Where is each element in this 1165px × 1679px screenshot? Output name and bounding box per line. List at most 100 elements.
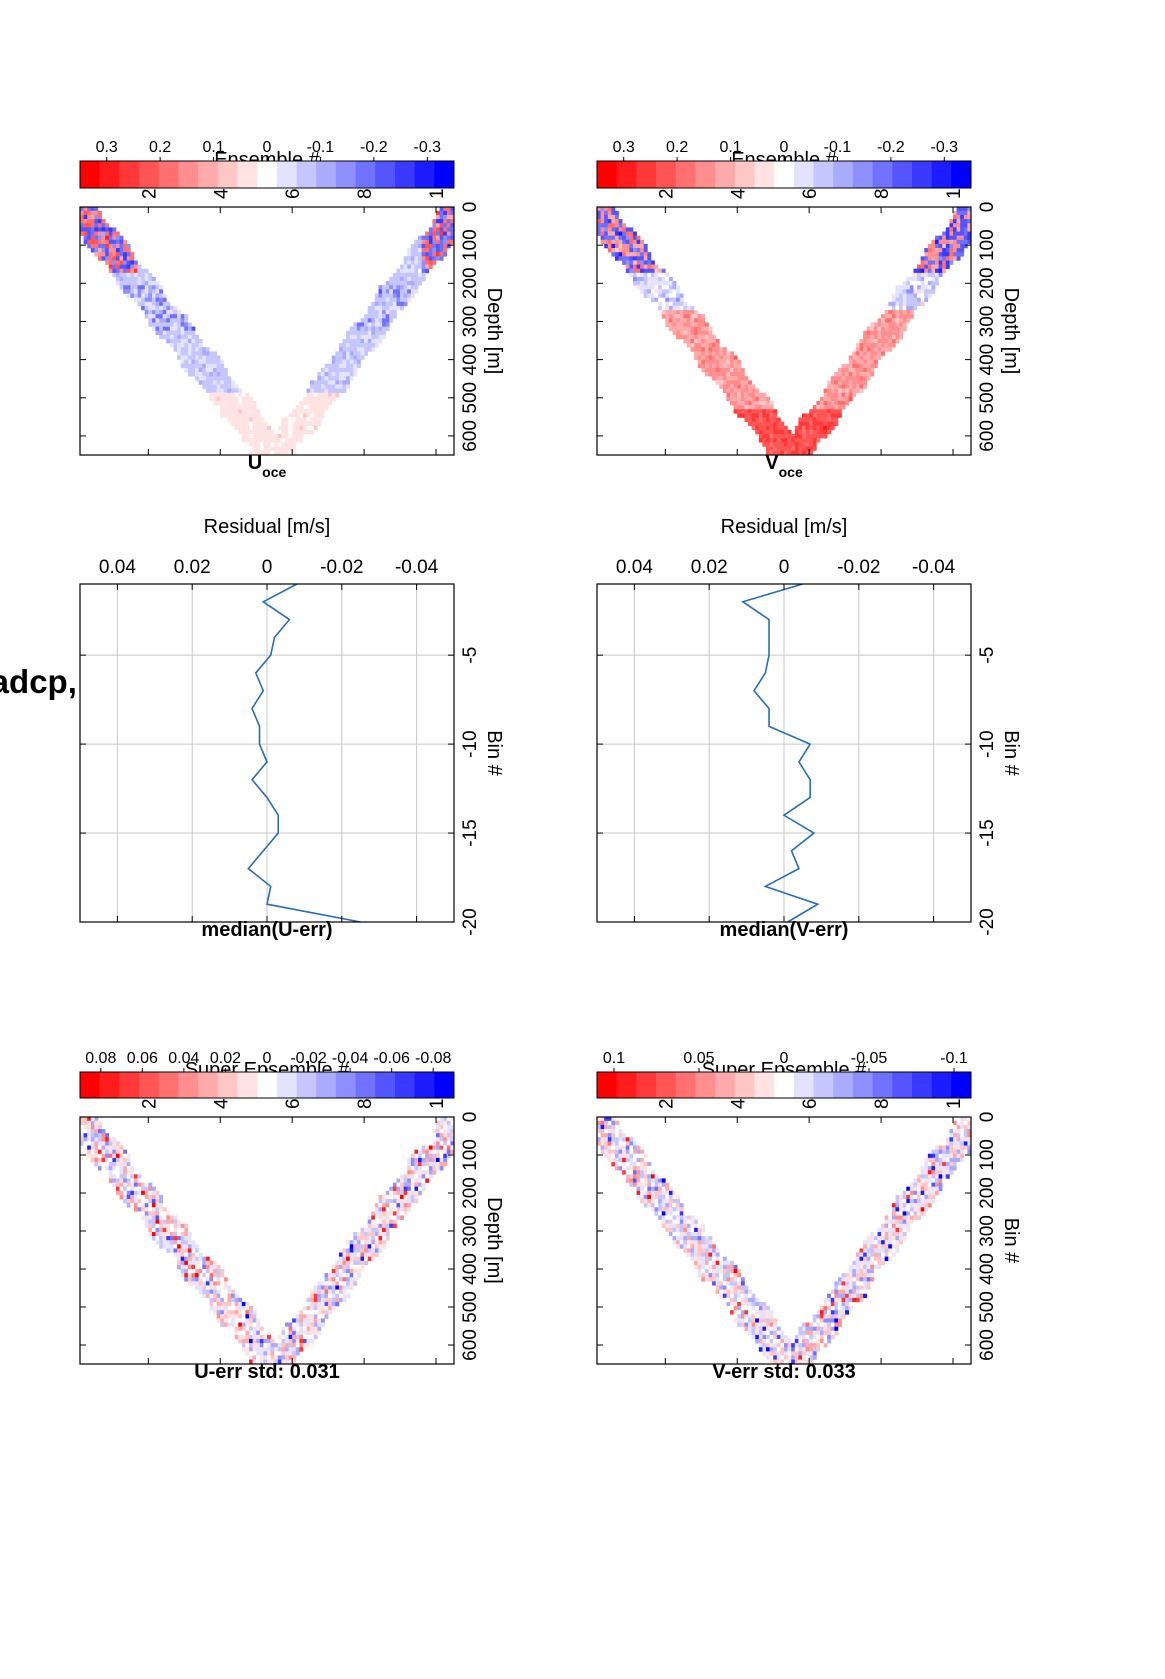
heatmap-cell <box>895 293 900 298</box>
heatmap-cell <box>607 1137 612 1142</box>
heatmap-cell <box>374 1252 379 1257</box>
heatmap-cell <box>371 1211 376 1216</box>
heatmap-cell <box>683 1236 688 1241</box>
heatmap-cell <box>622 223 627 228</box>
heatmap-cell <box>241 417 246 422</box>
heatmap-cell <box>432 1157 437 1163</box>
heatmap-cell <box>112 1149 117 1155</box>
heatmap-cell <box>389 1227 394 1233</box>
heatmap-cell <box>270 1339 275 1344</box>
heatmap-cell <box>137 297 142 303</box>
heatmap-cell <box>942 1145 947 1150</box>
heatmap-cell <box>909 272 914 278</box>
colorbar-swatch <box>616 1072 637 1098</box>
heatmap-cell <box>202 376 207 381</box>
heatmap-cell <box>450 239 455 245</box>
heatmap-cell <box>252 434 257 439</box>
heatmap-cell <box>360 338 365 344</box>
heatmap-cell <box>331 384 336 389</box>
heatmap-cell <box>881 326 885 331</box>
heatmap-cell <box>704 1240 709 1245</box>
heatmap-cell <box>141 305 146 311</box>
heatmap-cell <box>292 1318 297 1323</box>
heatmap-cell <box>403 293 408 298</box>
heatmap-cell <box>115 1157 120 1163</box>
heatmap-cell <box>378 322 383 327</box>
heatmap-cell <box>704 355 709 360</box>
heatmap-cell <box>94 1116 99 1122</box>
heatmap-cell <box>209 351 214 356</box>
heatmap-cell <box>360 1231 365 1237</box>
heatmap-cell <box>392 1219 397 1225</box>
heatmap-cell <box>877 1236 882 1241</box>
heatmap-cell <box>428 248 433 253</box>
heatmap-cell <box>292 1326 297 1332</box>
heatmap-cell <box>374 1215 379 1220</box>
heatmap-cell <box>392 1194 397 1200</box>
heatmap-cell <box>643 281 648 286</box>
heatmap-cell <box>191 355 196 360</box>
heatmap-cell <box>805 417 810 422</box>
heatmap-cell <box>331 392 336 398</box>
colorbar-tick-label: -0.04 <box>332 1050 369 1067</box>
heatmap-cell <box>241 1322 246 1327</box>
heatmap-cell <box>385 301 390 307</box>
heatmap-cell <box>281 1326 286 1332</box>
heatmap-cell <box>159 322 164 327</box>
heatmap-cell <box>888 1240 893 1245</box>
heatmap-cell <box>683 301 688 307</box>
heatmap-cell <box>335 376 340 381</box>
heatmap-cell <box>130 1203 135 1208</box>
heatmap-cell <box>259 446 264 451</box>
heatmap-cell <box>960 1161 965 1167</box>
heatmap-cell <box>378 301 383 307</box>
heatmap-cell <box>751 1301 756 1307</box>
heatmap-cell <box>643 1166 648 1171</box>
heatmap-cell <box>436 243 440 249</box>
heatmap-cell <box>888 1256 893 1262</box>
heatmap-cell <box>895 1211 900 1216</box>
heatmap-cell <box>338 351 343 356</box>
heatmap-cell <box>169 1240 174 1245</box>
heatmap-cell <box>690 318 695 323</box>
heatmap-cell <box>436 1133 440 1138</box>
heatmap-cell <box>130 293 135 298</box>
heatmap-cell <box>231 1314 235 1319</box>
heatmap-cell <box>690 1252 695 1257</box>
heatmap-cell <box>632 1145 637 1150</box>
heatmap-cell <box>740 413 745 418</box>
heatmap-cell <box>396 289 401 294</box>
heatmap-cell <box>151 310 156 315</box>
heatmap-cell <box>762 429 767 435</box>
heatmap-cell <box>697 322 702 327</box>
heatmap-cell <box>708 343 713 348</box>
heatmap-cell <box>708 1273 713 1278</box>
heatmap-cell <box>338 1256 343 1262</box>
heatmap-cell <box>396 1207 401 1212</box>
heatmap-cell <box>827 392 832 398</box>
heatmap-cell <box>665 1190 670 1196</box>
heatmap-cell <box>338 1269 343 1274</box>
heatmap-cell <box>737 1281 742 1286</box>
heatmap-cell <box>389 281 394 286</box>
heatmap-cell <box>891 1252 896 1257</box>
heatmap-cell <box>184 318 189 323</box>
heatmap-cell <box>205 1297 210 1303</box>
heatmap-cell <box>270 1359 275 1364</box>
heatmap-cell <box>949 1137 954 1142</box>
heatmap-cell <box>374 1231 379 1237</box>
heatmap-cell <box>622 248 627 253</box>
heatmap-cell <box>105 235 110 241</box>
heatmap-cell <box>317 405 322 410</box>
heatmap-cell <box>378 334 383 340</box>
heatmap-cell <box>924 1182 929 1187</box>
heatmap-cell <box>744 417 749 422</box>
heatmap-cell <box>450 1141 455 1146</box>
heatmap-cell <box>378 1211 383 1216</box>
heatmap-cell <box>848 392 853 398</box>
heatmap-cell <box>421 1174 426 1179</box>
heatmap-cell <box>320 367 325 373</box>
heatmap-cell <box>130 268 135 274</box>
heatmap-cell <box>112 248 117 253</box>
heatmap-cell <box>180 347 185 352</box>
